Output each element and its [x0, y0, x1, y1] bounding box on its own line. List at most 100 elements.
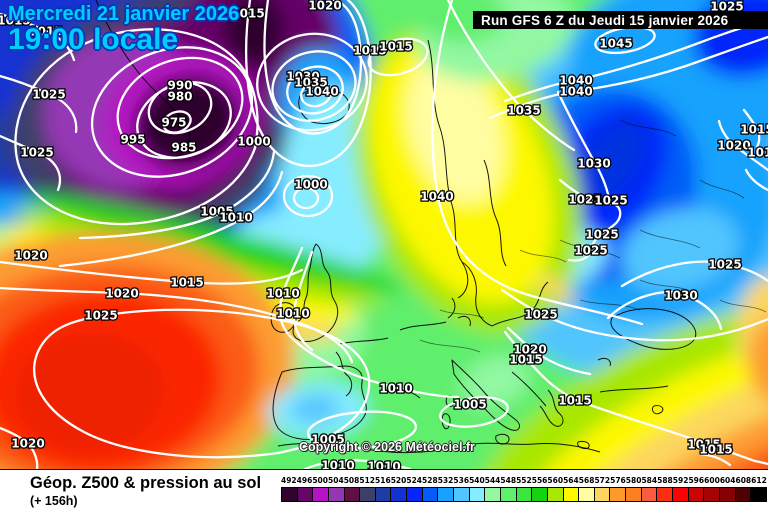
scale-swatch — [703, 487, 720, 502]
pressure-label: 1015 — [740, 123, 768, 137]
scale-value: 556 — [531, 476, 548, 485]
scale-value: 548 — [500, 476, 517, 485]
scale-swatch — [359, 487, 376, 502]
pressure-label: 1040 — [559, 74, 592, 88]
pressure-label: 1035 — [507, 104, 540, 118]
scale-value: 552 — [516, 476, 532, 485]
pressure-label: 1020 — [14, 249, 47, 263]
pressure-label: 995 — [120, 133, 145, 147]
scale-swatch — [421, 487, 439, 502]
scale-value: 572 — [594, 476, 611, 485]
scale-swatch — [546, 487, 564, 502]
legend-bar: Géop. Z500 & pression au sol (+ 156h) 49… — [0, 469, 768, 512]
scale-value: 528 — [422, 476, 438, 485]
scale-value: 608 — [735, 476, 752, 485]
pressure-label: 975 — [161, 116, 186, 130]
scale-value: 520 — [390, 476, 407, 485]
pressure-label: 1005 — [200, 205, 233, 219]
pressure-label: 1015 — [558, 394, 591, 408]
pressure-label: 1025 — [574, 244, 607, 258]
scale-swatch — [750, 487, 767, 502]
pressure-label: 1025 — [20, 146, 53, 160]
scale-swatch — [312, 487, 329, 502]
pressure-label: 1015 — [699, 443, 732, 457]
pressure-label: 1025 — [32, 88, 65, 102]
model-run-box: Run GFS 6 Z du Jeudi 15 janvier 2026 — [473, 11, 768, 29]
color-scale: 492 496 500 504 508 512 516 520 524 528 532 536 540 5… — [281, 476, 767, 502]
scale-swatch — [499, 487, 517, 502]
scale-value: 596 — [688, 476, 705, 485]
scale-value: 536 — [453, 476, 470, 485]
pressure-label: 1040 — [305, 85, 338, 99]
scale-swatch — [656, 487, 674, 502]
scale-value: 496 — [296, 476, 313, 485]
pressure-label: 1030 — [577, 157, 610, 171]
scale-value: 600 — [704, 476, 720, 485]
scale-swatch — [437, 487, 455, 502]
scale-value: 532 — [437, 476, 454, 485]
pressure-label: 1015 — [170, 276, 203, 290]
scale-value: 580 — [625, 476, 642, 485]
scale-swatch — [625, 487, 642, 502]
scale-value: 612 — [751, 476, 767, 485]
scale-swatch — [640, 487, 658, 502]
pressure-label: 1015 — [747, 146, 768, 160]
copyright-notice: Copyright © 2026 Météociel.fr — [299, 440, 475, 454]
pressure-label: 1015 — [231, 7, 264, 21]
scale-swatch — [374, 487, 392, 502]
scale-swatch — [734, 487, 752, 502]
scale-swatch — [562, 487, 580, 502]
weather-map: 1015 1015 1025 1025 990 980 975 995 985 1000 1005 1… — [0, 0, 768, 469]
scale-value: 544 — [484, 476, 501, 485]
pressure-label: 1040 — [420, 190, 453, 204]
scale-value: 512 — [359, 476, 376, 485]
pressure-label: 1020 — [513, 343, 546, 357]
color-scale-swatches — [281, 487, 767, 502]
pressure-label: 1025 — [84, 309, 117, 323]
model-run-text: Run GFS 6 Z du Jeudi 15 janvier 2026 — [481, 12, 729, 28]
scale-swatch — [327, 487, 345, 502]
scale-swatch — [406, 487, 423, 502]
pressure-label: 985 — [171, 141, 196, 155]
forecast-step: (+ 156h) — [30, 494, 78, 508]
pressure-label: 1010 — [266, 287, 299, 301]
pressure-label: 1045 — [599, 37, 632, 51]
scale-value: 584 — [641, 476, 658, 485]
pressure-label: 1025 — [594, 194, 627, 208]
pressure-label: 1025 — [524, 308, 557, 322]
scale-value: 492 — [281, 476, 297, 485]
pressure-label: 1015 — [353, 44, 386, 58]
scale-swatch — [531, 487, 548, 502]
pressure-label: 1015 — [509, 353, 542, 367]
pressure-label: 1030 — [286, 70, 319, 84]
scale-value: 524 — [406, 476, 423, 485]
pressure-label: 1020 — [105, 287, 138, 301]
scale-value: 560 — [547, 476, 564, 485]
scale-value: 540 — [469, 476, 485, 485]
scale-swatch — [296, 487, 314, 502]
coastlines — [95, 0, 767, 453]
pressure-contours — [0, 0, 768, 469]
scale-swatch — [390, 487, 408, 502]
scale-swatch — [468, 487, 486, 502]
pressure-label: 1015 — [379, 40, 412, 54]
color-scale-values: 492 496 500 504 508 512 516 520 524 528 532 536 540 5… — [281, 476, 767, 485]
pressure-label: 1035 — [294, 76, 327, 90]
scale-value: 592 — [672, 476, 689, 485]
scale-value: 588 — [657, 476, 673, 485]
pressure-label: 1010 — [276, 307, 309, 321]
scale-swatch — [453, 487, 470, 502]
scale-value: 504 — [328, 476, 344, 485]
pressure-label: 980 — [167, 90, 192, 104]
scale-swatch — [343, 487, 361, 502]
pressure-label: 1020 — [717, 139, 750, 153]
scale-swatch — [609, 487, 627, 502]
pressure-label: 1025 — [708, 258, 741, 272]
pressure-label: 1005 — [453, 398, 486, 412]
pressure-label: 1030 — [664, 289, 697, 303]
pressure-label: 1020 — [308, 0, 341, 13]
scale-value: 568 — [578, 476, 595, 485]
pressure-label: 1015 — [687, 438, 720, 452]
scale-swatch — [578, 487, 595, 502]
